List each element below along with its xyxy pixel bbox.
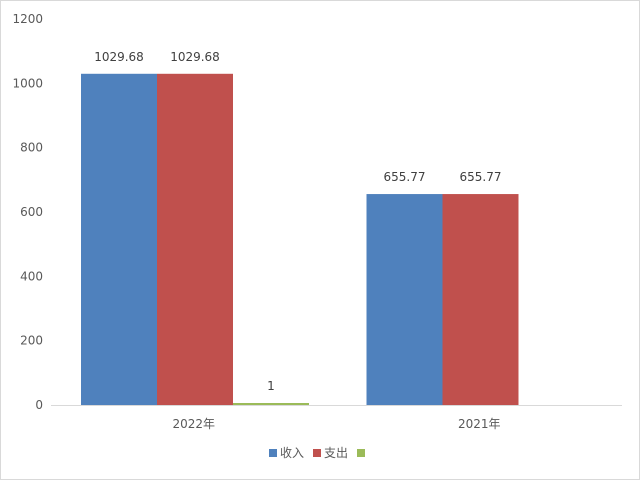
legend-swatch bbox=[357, 449, 365, 457]
bar bbox=[81, 73, 157, 406]
data-label: 1029.68 bbox=[170, 50, 220, 64]
legend-label: 收入 bbox=[280, 446, 304, 460]
y-tick-label: 1200 bbox=[12, 12, 43, 26]
bar bbox=[366, 194, 443, 405]
data-label: 655.77 bbox=[384, 170, 426, 184]
data-label: 1029.68 bbox=[94, 50, 144, 64]
bar bbox=[442, 194, 519, 405]
x-category-label: 2022年 bbox=[172, 417, 215, 431]
data-label: 655.77 bbox=[460, 170, 502, 184]
legend-label: 支出 bbox=[324, 446, 348, 460]
y-tick-label: 1000 bbox=[12, 76, 43, 90]
y-tick-label: 600 bbox=[20, 205, 43, 219]
bar bbox=[157, 73, 233, 406]
x-category-label: 2021年 bbox=[458, 417, 501, 431]
bar bbox=[233, 403, 309, 405]
legend-swatch bbox=[269, 449, 277, 457]
y-tick-label: 800 bbox=[20, 141, 43, 155]
y-tick-label: 400 bbox=[20, 269, 43, 283]
data-label: 1 bbox=[267, 379, 275, 393]
y-tick-label: 200 bbox=[20, 334, 43, 348]
y-tick-label: 0 bbox=[35, 398, 43, 412]
legend-swatch bbox=[313, 449, 321, 457]
